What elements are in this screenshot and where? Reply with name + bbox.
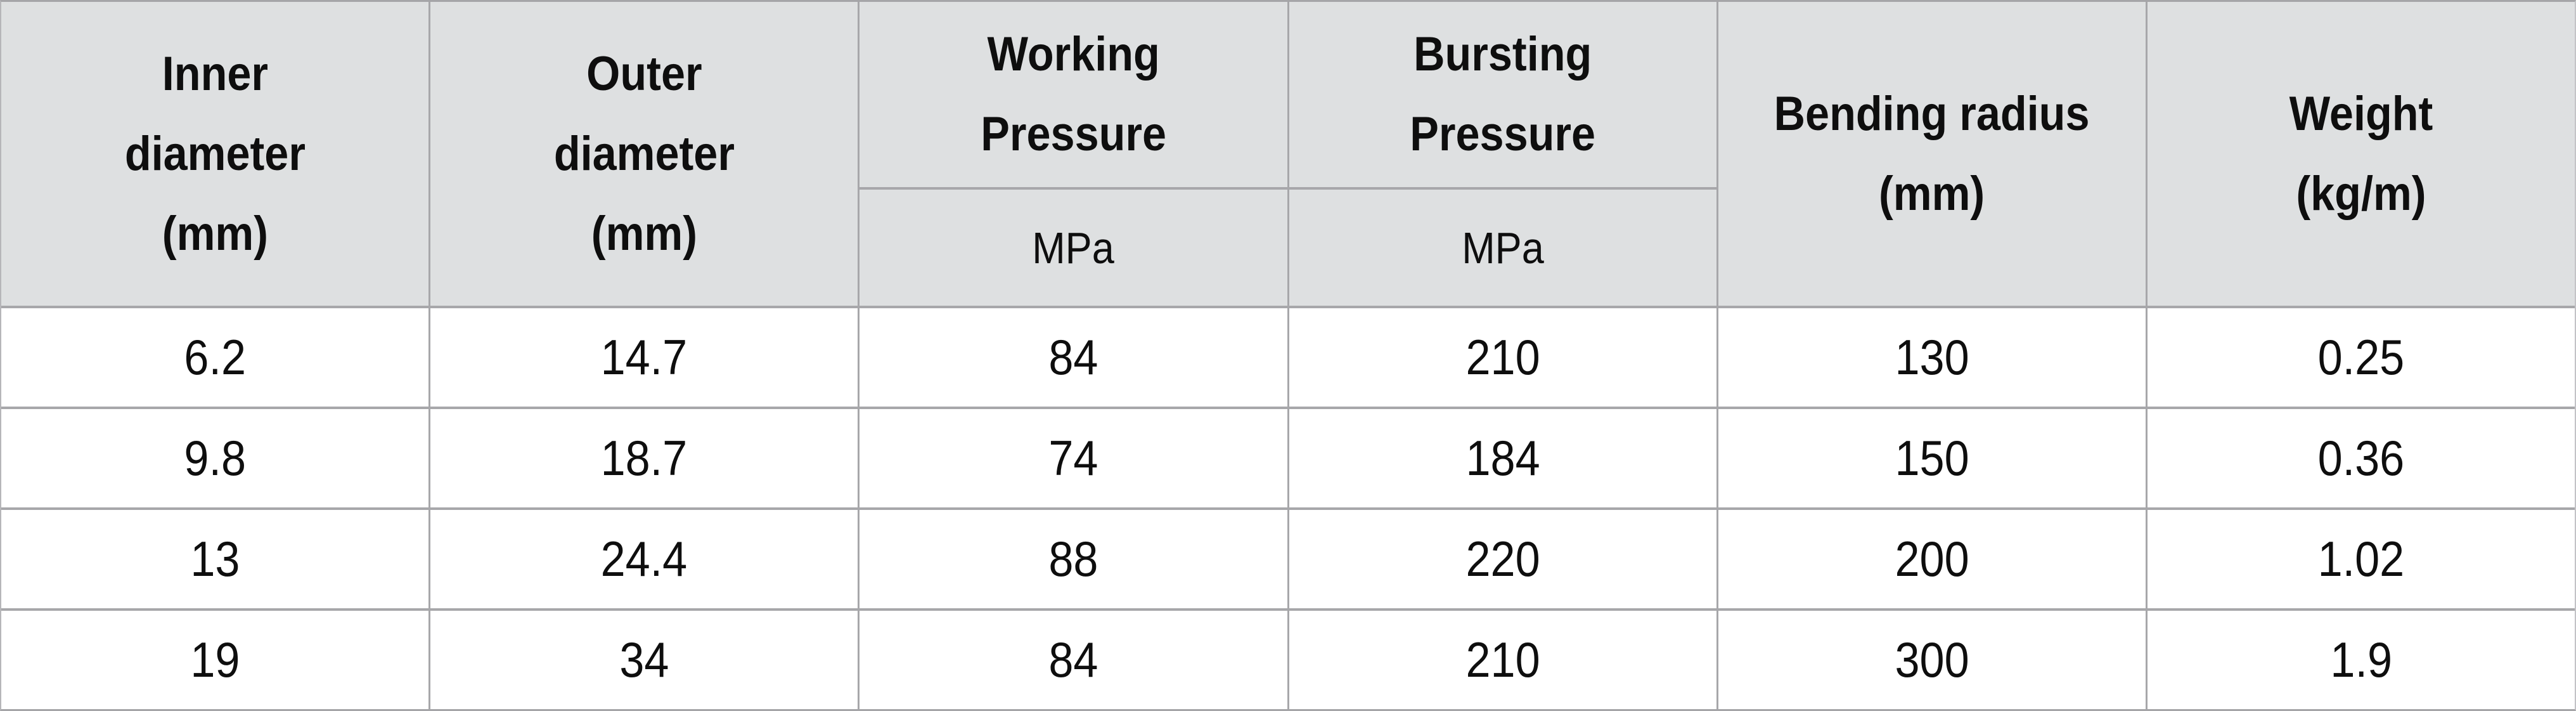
header-label: Inner diameter (mm): [124, 46, 306, 261]
cell-value: 150: [1895, 430, 1969, 486]
table-cell: 84: [860, 308, 1287, 407]
header-cell-bending-radius: Bending radius (mm): [1718, 2, 2146, 306]
cell-value: 88: [1048, 531, 1098, 587]
table-cell: 200: [1718, 510, 2146, 608]
table-cell: 0.36: [2147, 409, 2575, 507]
cell-value: 24.4: [600, 531, 688, 587]
cell-value: 18.7: [600, 430, 688, 486]
cell-value: 200: [1895, 531, 1969, 587]
header-label: Working Pressure: [981, 27, 1166, 161]
header-cell-weight: Weight (kg/m): [2147, 2, 2575, 306]
table-cell: 24.4: [430, 510, 858, 608]
table-cell: 19: [1, 611, 429, 709]
table-cell: 74: [860, 409, 1287, 507]
header-cell-inner-diameter: Inner diameter (mm): [1, 2, 429, 306]
cell-value: 74: [1048, 430, 1098, 486]
cell-value: 0.36: [2317, 430, 2405, 486]
table-cell: 300: [1718, 611, 2146, 709]
header-cell-bursting-pressure: Bursting Pressure: [1289, 2, 1716, 187]
cell-value: 210: [1465, 632, 1540, 688]
table-cell: 13: [1, 510, 429, 608]
unit-label: MPa: [1461, 223, 1544, 273]
table-cell: 1.02: [2147, 510, 2575, 608]
header-label: Weight (kg/m): [2289, 86, 2433, 221]
cell-value: 130: [1895, 329, 1969, 385]
header-cell-working-pressure: Working Pressure: [860, 2, 1287, 187]
table-cell: 6.2: [1, 308, 429, 407]
cell-value: 13: [190, 531, 240, 587]
table-cell: 150: [1718, 409, 2146, 507]
header-label: Bursting Pressure: [1410, 27, 1595, 161]
table-cell: 14.7: [430, 308, 858, 407]
table-cell: 0.25: [2147, 308, 2575, 407]
table-cell: 84: [860, 611, 1287, 709]
cell-value: 6.2: [184, 329, 246, 385]
cell-value: 300: [1895, 632, 1969, 688]
table-cell: 34: [430, 611, 858, 709]
cell-value: 0.25: [2317, 329, 2405, 385]
cell-value: 14.7: [600, 329, 688, 385]
table-cell: 88: [860, 510, 1287, 608]
cell-value: 1.9: [2330, 632, 2392, 688]
table-cell: 210: [1289, 611, 1716, 709]
cell-value: 210: [1465, 329, 1540, 385]
table-cell: 18.7: [430, 409, 858, 507]
table-cell: 220: [1289, 510, 1716, 608]
cell-value: 84: [1048, 632, 1098, 688]
header-cell-outer-diameter: Outer diameter (mm): [430, 2, 858, 306]
cell-value: 9.8: [184, 430, 246, 486]
table-cell: 210: [1289, 308, 1716, 407]
cell-value: 220: [1465, 531, 1540, 587]
table-cell: 1.9: [2147, 611, 2575, 709]
header-label: Outer diameter (mm): [553, 46, 735, 261]
cell-value: 1.02: [2317, 531, 2405, 587]
cell-value: 34: [619, 632, 669, 688]
unit-label: MPa: [1032, 223, 1115, 273]
cell-value: 184: [1465, 430, 1540, 486]
cell-value: 19: [190, 632, 240, 688]
table-cell: 130: [1718, 308, 2146, 407]
table-cell: 9.8: [1, 409, 429, 507]
table-cell: 184: [1289, 409, 1716, 507]
unit-cell-bursting-pressure: MPa: [1289, 190, 1716, 306]
cell-value: 84: [1048, 329, 1098, 385]
unit-cell-working-pressure: MPa: [860, 190, 1287, 306]
header-label: Bending radius (mm): [1774, 86, 2090, 221]
